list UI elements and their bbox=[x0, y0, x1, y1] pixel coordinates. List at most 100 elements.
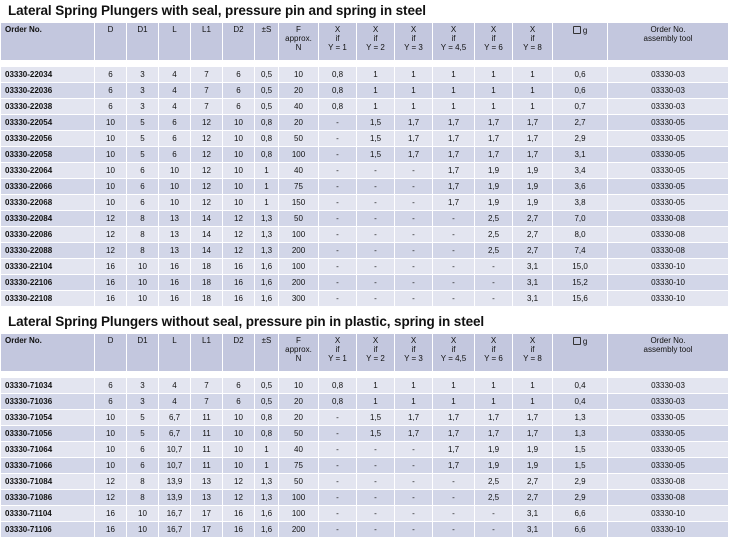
table-cell: 1 bbox=[254, 194, 279, 211]
table-cell: - bbox=[356, 242, 395, 259]
table-cell: 16 bbox=[94, 258, 127, 275]
table-cell: - bbox=[432, 258, 475, 275]
table-cell: 2,7 bbox=[512, 242, 553, 259]
column-header-label: L1 bbox=[202, 336, 211, 345]
table-cell: 1,7 bbox=[432, 130, 475, 147]
column-header: X if Y = 3 bbox=[394, 333, 433, 372]
header-row: Order No. D D1 L L1 D2 ±S F approx. N X if Y = 1… bbox=[0, 22, 729, 61]
table-cell: 2,5 bbox=[474, 242, 513, 259]
table-cell: 1,6 bbox=[254, 290, 279, 307]
table-cell: 1,5 bbox=[552, 441, 608, 458]
column-header: X if Y = 4,5 bbox=[432, 333, 475, 372]
table-cell: 50 bbox=[278, 130, 319, 147]
order-number-cell: 03330-22064 bbox=[0, 162, 95, 179]
table-cell: 1,7 bbox=[394, 130, 433, 147]
table-cell: 0,8 bbox=[318, 393, 357, 410]
table-cell: 6 bbox=[158, 130, 191, 147]
table-cell: 7 bbox=[190, 98, 223, 115]
table-cell: 5 bbox=[126, 409, 159, 426]
table-cell: 1,5 bbox=[356, 130, 395, 147]
table-cell: - bbox=[394, 441, 433, 458]
table-cell: - bbox=[356, 178, 395, 195]
column-header: ±S bbox=[254, 333, 279, 372]
table-cell: 1,6 bbox=[254, 505, 279, 522]
table-cell: 03330-05 bbox=[607, 441, 729, 458]
table-cell: 1 bbox=[254, 457, 279, 474]
table-cell: 1,9 bbox=[512, 194, 553, 211]
table-cell: 16 bbox=[222, 521, 255, 538]
table-cell: 20 bbox=[278, 114, 319, 131]
table-cell: 3 bbox=[126, 98, 159, 115]
table-row: 03330-71086 12 8 13,9 13 12 1,3 100- - - -2,5 2,7 2,… bbox=[0, 489, 729, 506]
table-cell: - bbox=[318, 210, 357, 227]
table-cell: - bbox=[318, 162, 357, 179]
column-header-label: L1 bbox=[202, 25, 211, 34]
table-cell: 5 bbox=[126, 146, 159, 163]
table-cell: 1,7 bbox=[394, 425, 433, 442]
table-cell: 3,1 bbox=[512, 290, 553, 307]
table-cell: 12 bbox=[190, 162, 223, 179]
table-cell: 1,7 bbox=[394, 146, 433, 163]
table-cell: 1 bbox=[254, 441, 279, 458]
column-header: X if Y = 3 bbox=[394, 22, 433, 61]
order-number-cell: 03330-22066 bbox=[0, 178, 95, 195]
table-cell: 0,8 bbox=[254, 114, 279, 131]
table-cell: 1,3 bbox=[552, 409, 608, 426]
table-cell: 6 bbox=[126, 162, 159, 179]
table-cell: 7,4 bbox=[552, 242, 608, 259]
table-cell: 0,8 bbox=[254, 409, 279, 426]
table-cell: 300 bbox=[278, 290, 319, 307]
table-cell: 03330-05 bbox=[607, 114, 729, 131]
column-header: X if Y = 8 bbox=[512, 333, 553, 372]
table-title: Lateral Spring Plungers without seal, pr… bbox=[8, 314, 485, 329]
table-cell: 0,8 bbox=[318, 377, 357, 394]
table-cell: 03330-05 bbox=[607, 130, 729, 147]
table-cell: 6 bbox=[222, 98, 255, 115]
table-cell: 200 bbox=[278, 242, 319, 259]
table-row: 03330-71056 10 5 6,7 11 10 0,8 50-1,5 1,7 1,7 1,7 1… bbox=[0, 425, 729, 442]
table-cell: 10 bbox=[278, 377, 319, 394]
table-cell: 11 bbox=[190, 457, 223, 474]
table-cell: - bbox=[394, 290, 433, 307]
table-cell: 1,7 bbox=[432, 146, 475, 163]
table-cell: - bbox=[474, 505, 513, 522]
column-header-label: X if Y = 4,5 bbox=[440, 336, 467, 363]
table-cell: 1,9 bbox=[512, 457, 553, 474]
table-cell: - bbox=[394, 473, 433, 490]
table-cell: 03330-05 bbox=[607, 178, 729, 195]
table-cell: 1,3 bbox=[254, 489, 279, 506]
table-cell: 03330-08 bbox=[607, 226, 729, 243]
table-row: 03330-71034 6 3 4 7 6 0,5 10 0,8 1 1 1 1 1 0,4 03330-03 bbox=[0, 377, 729, 394]
table-cell: 6 bbox=[222, 66, 255, 83]
table-cell: 10 bbox=[94, 114, 127, 131]
table-cell: 12 bbox=[190, 194, 223, 211]
table-cell: 10 bbox=[222, 114, 255, 131]
column-header: X if Y = 2 bbox=[356, 333, 395, 372]
table-cell: 13,9 bbox=[158, 489, 191, 506]
table-cell: 10 bbox=[222, 425, 255, 442]
table-cell: 10 bbox=[222, 162, 255, 179]
table-cell: 03330-08 bbox=[607, 489, 729, 506]
table-cell: - bbox=[356, 210, 395, 227]
table-cell: 40 bbox=[278, 441, 319, 458]
column-header: X if Y = 6 bbox=[474, 22, 513, 61]
table-cell: 13 bbox=[158, 226, 191, 243]
order-number-cell: 03330-22108 bbox=[0, 290, 95, 307]
column-header: D1 bbox=[126, 333, 159, 372]
column-header: Order No. assembly tool bbox=[607, 22, 729, 61]
table-cell: 13 bbox=[190, 489, 223, 506]
column-header: L1 bbox=[190, 333, 223, 372]
column-header-label: D1 bbox=[137, 336, 148, 345]
table-cell: - bbox=[356, 505, 395, 522]
column-header: L bbox=[158, 22, 191, 61]
table-cell: 1,9 bbox=[474, 178, 513, 195]
order-number-cell: 03330-71034 bbox=[0, 377, 95, 394]
table-cell: 12 bbox=[222, 489, 255, 506]
table-cell: 10 bbox=[94, 409, 127, 426]
order-number-cell: 03330-71084 bbox=[0, 473, 95, 490]
spec-table: Order No. D D1 L L1 D2 ±S F approx. N X if Y = 1… bbox=[0, 333, 729, 538]
table-cell: 20 bbox=[278, 82, 319, 99]
table-cell: 6 bbox=[126, 457, 159, 474]
table-cell: 1 bbox=[356, 82, 395, 99]
order-number-cell: 03330-71064 bbox=[0, 441, 95, 458]
